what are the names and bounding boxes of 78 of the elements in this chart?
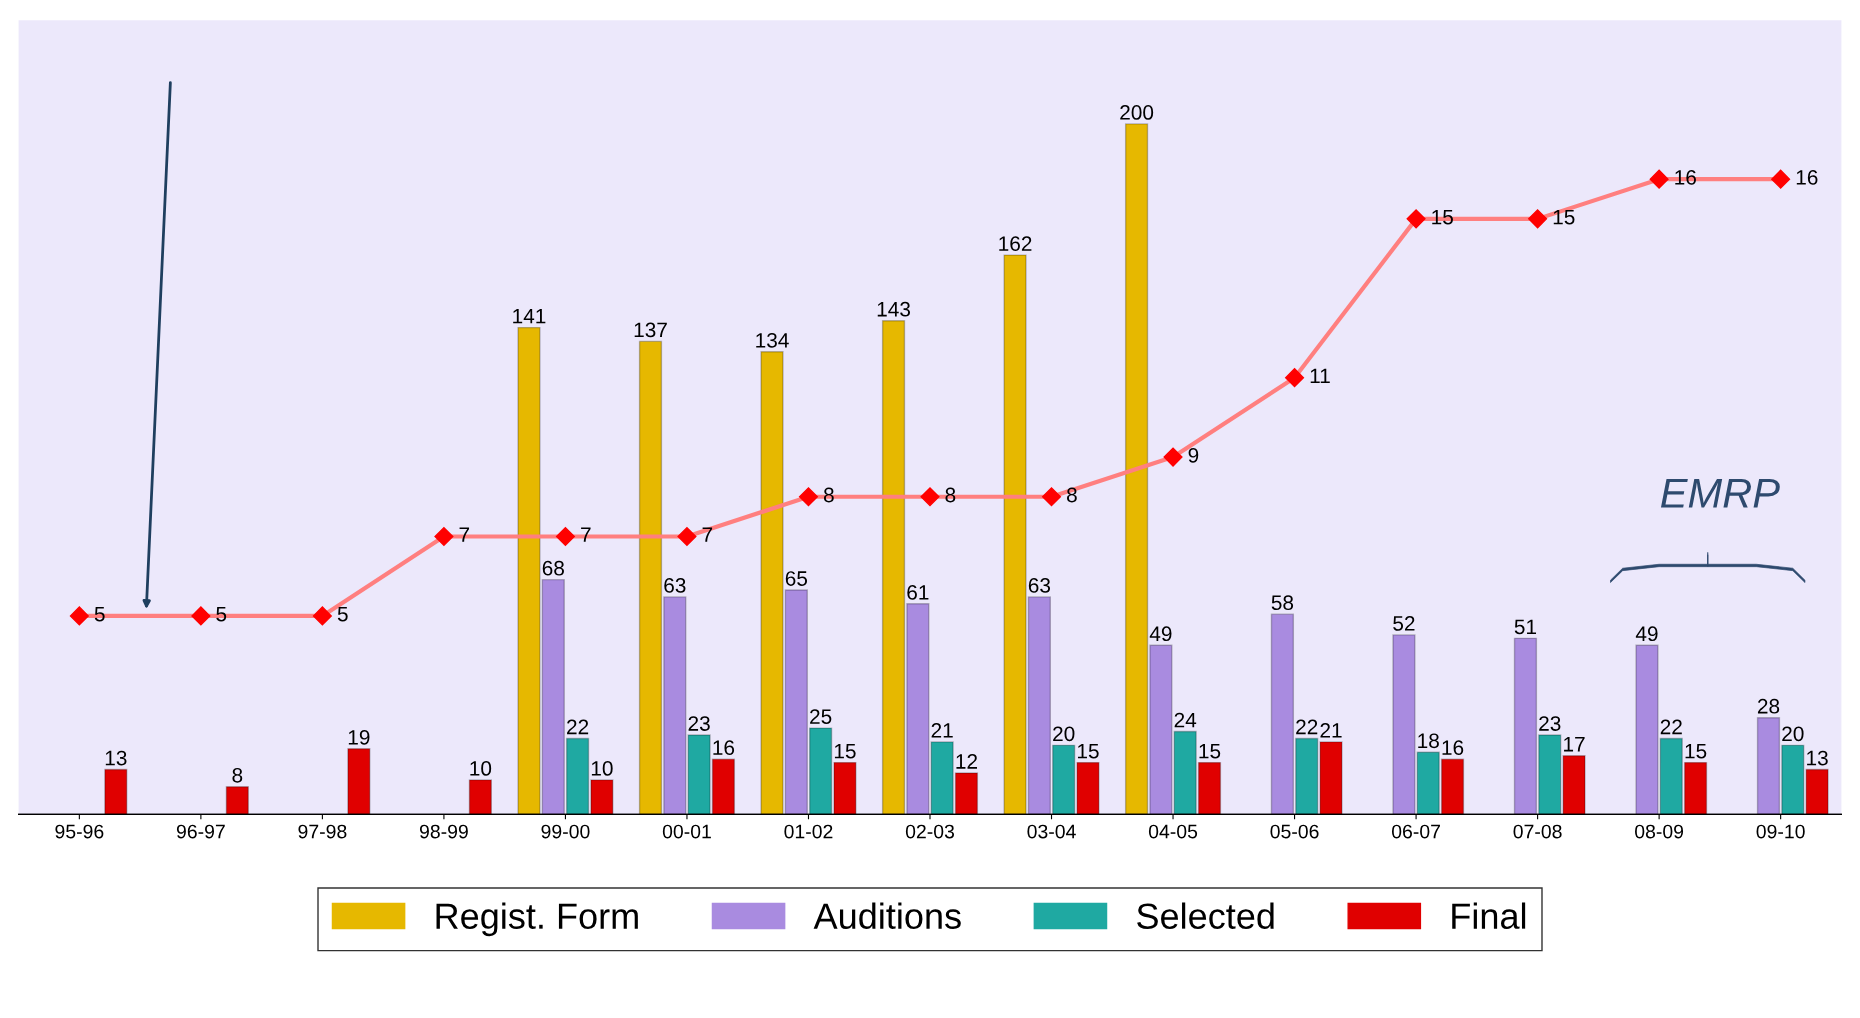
x-tick-label: 04-05: [1148, 824, 1198, 839]
data-label: 5: [337, 606, 348, 622]
data-label: 13: [105, 750, 127, 766]
data-label: 141: [513, 308, 546, 324]
data-label: 49: [1635, 626, 1658, 642]
data-label: 8: [945, 487, 956, 503]
data-label: 8: [232, 767, 243, 783]
data-label: 11: [1310, 368, 1330, 384]
data-label: 63: [664, 578, 686, 593]
data-label: 25: [810, 709, 832, 724]
legend-label: Final: [1452, 902, 1526, 930]
data-label: 16: [1796, 170, 1818, 185]
data-label: 162: [999, 236, 1032, 251]
data-label: 18: [1418, 733, 1439, 749]
data-label: 15: [1553, 209, 1575, 225]
data-label: 23: [1539, 716, 1561, 731]
data-label: 28: [1757, 698, 1780, 714]
data-label: 5: [94, 606, 105, 622]
data-label: 5: [216, 606, 227, 622]
data-label: 16: [1442, 740, 1464, 756]
data-label: 10: [470, 761, 492, 776]
data-label: 21: [1320, 723, 1342, 738]
x-tick-label: 98-99: [419, 824, 468, 839]
x-tick-label: 99-00: [541, 824, 590, 839]
annotation: EMRP: [1660, 478, 1780, 508]
data-label: 15: [1199, 743, 1221, 759]
data-label: 143: [877, 301, 911, 317]
data-label: 23: [688, 716, 710, 731]
x-tick-label: 96-97: [176, 824, 225, 839]
data-label: 13: [1807, 750, 1828, 766]
data-label: 21: [931, 723, 953, 738]
data-label: 17: [1564, 737, 1585, 752]
legend-label: Regist. Form: [436, 902, 638, 937]
data-label: 22: [1660, 719, 1682, 735]
data-label: 8: [823, 487, 834, 503]
data-label: 52: [1393, 616, 1415, 631]
legend-label: Selected: [1137, 902, 1274, 930]
data-label: 12: [956, 754, 977, 769]
data-label: 200: [1120, 105, 1154, 120]
data-label: 68: [542, 560, 564, 576]
data-label: 65: [785, 571, 808, 586]
data-label: 7: [581, 527, 591, 542]
data-label: 49: [1149, 626, 1172, 642]
data-label: 61: [907, 584, 929, 600]
x-tick-label: 09-10: [1756, 824, 1805, 839]
x-tick-label: 01-02: [784, 824, 833, 839]
data-label: 58: [1271, 595, 1294, 611]
data-label: 9: [1188, 447, 1199, 463]
x-tick-label: 07-08: [1513, 824, 1562, 839]
data-label: 63: [1028, 578, 1051, 593]
data-label: 24: [1174, 712, 1197, 728]
data-label: 16: [713, 740, 735, 756]
x-tick-label: 95-96: [55, 824, 104, 839]
x-tick-label: 06-07: [1391, 824, 1440, 839]
data-label: 15: [1685, 743, 1707, 759]
x-tick-label: 05-06: [1270, 824, 1319, 839]
data-label: 16: [1675, 170, 1696, 185]
data-label: 51: [1514, 619, 1537, 635]
data-label: 22: [1296, 719, 1318, 735]
data-label: 15: [834, 743, 856, 759]
data-label: 10: [591, 761, 613, 776]
x-tick-label: 02-03: [905, 824, 955, 839]
data-label: 8: [1067, 487, 1077, 503]
data-label: 22: [567, 719, 589, 735]
x-tick-label: 03-04: [1027, 824, 1076, 839]
x-tick-label: 08-09: [1635, 824, 1684, 839]
legend-label: Auditions: [813, 902, 961, 930]
data-label: 15: [1077, 743, 1099, 759]
data-label: 20: [1053, 726, 1075, 742]
data-label: 7: [702, 527, 713, 542]
x-tick-label: 97-98: [298, 824, 347, 839]
data-label: 137: [634, 322, 667, 338]
data-label: 20: [1782, 726, 1804, 742]
data-label: 7: [459, 527, 470, 542]
data-label: 15: [1432, 209, 1453, 225]
data-label: 19: [348, 729, 370, 745]
x-tick-label: 00-01: [662, 824, 711, 839]
data-label: 134: [756, 332, 789, 348]
